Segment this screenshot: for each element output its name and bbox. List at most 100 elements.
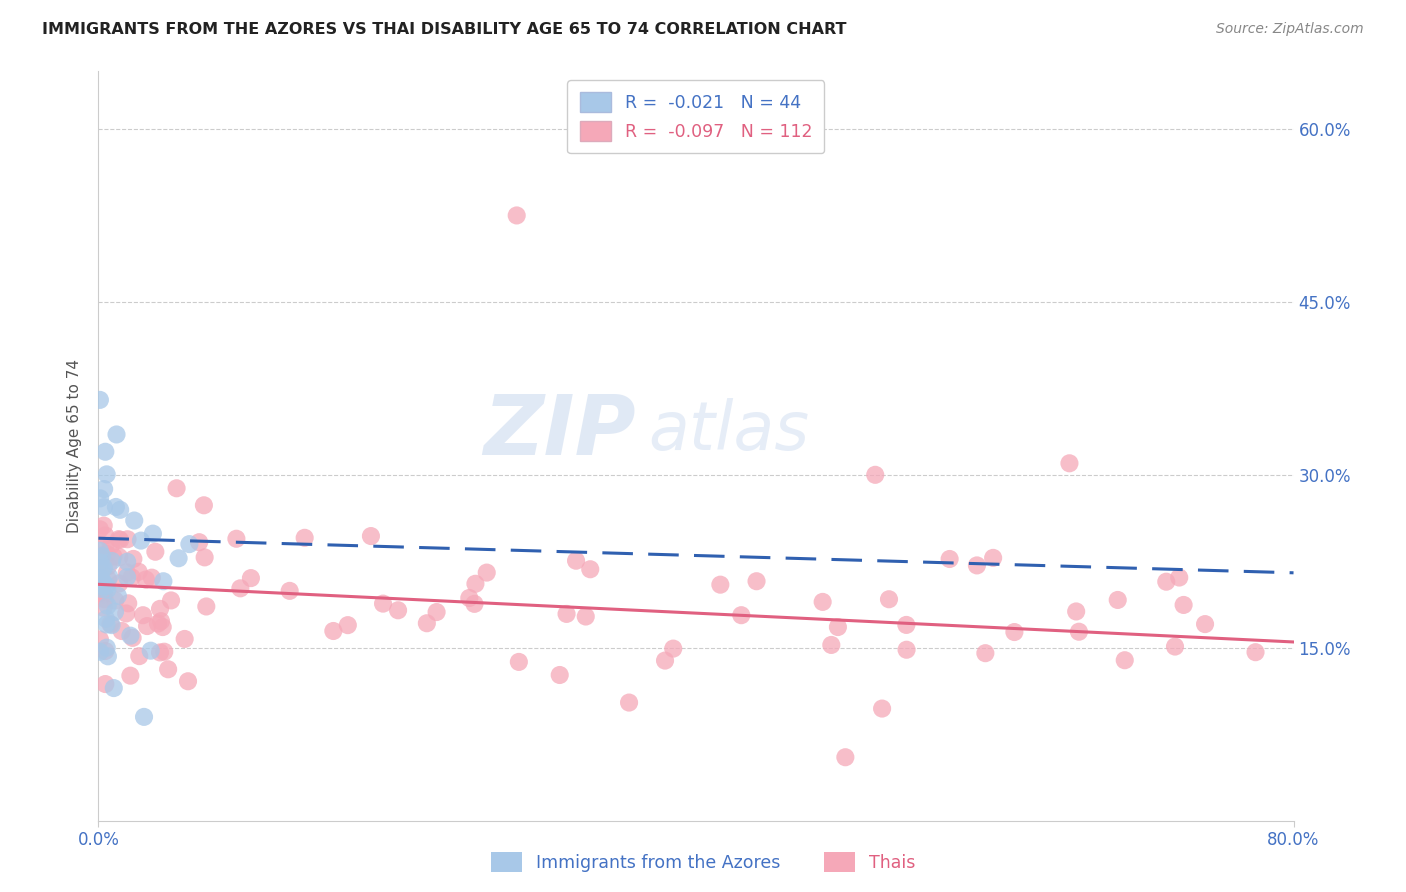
- Point: [108, 576, 131, 591]
- Text: Source: ZipAtlas.com: Source: ZipAtlas.com: [1216, 22, 1364, 37]
- Point: [555, 607, 578, 621]
- Point: [896, 642, 918, 657]
- Point: [89, 522, 111, 536]
- Text: ZIP: ZIP: [484, 391, 637, 472]
- Text: atlas: atlas: [648, 398, 810, 464]
- Point: [475, 566, 498, 580]
- Point: [1067, 624, 1090, 639]
- Point: [94, 677, 117, 691]
- Point: [120, 668, 142, 682]
- Point: [103, 549, 125, 564]
- Point: [360, 529, 382, 543]
- Point: [157, 662, 180, 676]
- Point: [100, 618, 122, 632]
- Point: [166, 481, 188, 495]
- Point: [89, 491, 111, 506]
- Legend: R =  -0.021   N = 44, R =  -0.097   N = 112: R = -0.021 N = 44, R = -0.097 N = 112: [568, 80, 824, 153]
- Point: [90, 549, 112, 563]
- Point: [94, 528, 117, 542]
- Point: [506, 209, 529, 223]
- Point: [96, 640, 118, 655]
- Point: [579, 562, 602, 576]
- Point: [115, 570, 138, 584]
- Point: [108, 550, 131, 565]
- Point: [89, 586, 111, 600]
- Point: [132, 608, 155, 623]
- Point: [565, 554, 588, 568]
- Point: [865, 467, 887, 482]
- Point: [464, 576, 486, 591]
- Point: [98, 570, 121, 584]
- Y-axis label: Disability Age 65 to 74: Disability Age 65 to 74: [67, 359, 83, 533]
- Point: [101, 554, 124, 568]
- Point: [834, 750, 856, 764]
- Point: [149, 645, 172, 659]
- Point: [1114, 653, 1136, 667]
- Point: [193, 498, 215, 512]
- Point: [91, 561, 114, 575]
- Point: [89, 632, 111, 647]
- Point: [896, 618, 918, 632]
- Point: [188, 535, 211, 549]
- Point: [89, 645, 111, 659]
- Point: [94, 579, 117, 593]
- Point: [336, 618, 359, 632]
- Point: [981, 550, 1004, 565]
- Point: [89, 563, 111, 577]
- Point: [108, 503, 131, 517]
- Point: [966, 558, 988, 573]
- Point: [1244, 645, 1267, 659]
- Point: [654, 654, 676, 668]
- Point: [135, 573, 157, 587]
- Point: [91, 549, 114, 563]
- Point: [111, 624, 134, 638]
- Point: [938, 552, 960, 566]
- Point: [115, 566, 138, 580]
- Point: [142, 526, 165, 541]
- Point: [121, 570, 143, 584]
- Point: [1194, 617, 1216, 632]
- Point: [89, 556, 111, 570]
- Point: [1059, 456, 1081, 470]
- Point: [97, 572, 120, 586]
- Point: [104, 500, 127, 514]
- Point: [105, 427, 128, 442]
- Point: [225, 532, 247, 546]
- Point: [548, 668, 571, 682]
- Point: [150, 614, 173, 628]
- Point: [877, 592, 900, 607]
- Point: [129, 533, 152, 548]
- Point: [1064, 604, 1087, 618]
- Point: [463, 597, 485, 611]
- Point: [167, 551, 190, 566]
- Point: [120, 629, 142, 643]
- Point: [94, 540, 117, 554]
- Point: [97, 559, 120, 574]
- Point: [93, 561, 115, 575]
- Point: [93, 500, 115, 515]
- Point: [143, 545, 166, 559]
- Point: [416, 616, 439, 631]
- Point: [94, 444, 117, 458]
- Point: [820, 638, 842, 652]
- Point: [239, 571, 262, 585]
- Point: [179, 537, 201, 551]
- Point: [100, 539, 122, 553]
- Point: [96, 467, 118, 482]
- Point: [97, 599, 120, 613]
- Point: [146, 616, 169, 631]
- Point: [1154, 574, 1177, 589]
- Point: [387, 603, 409, 617]
- Point: [93, 587, 115, 601]
- Point: [173, 632, 195, 646]
- Point: [1002, 625, 1025, 640]
- Point: [108, 533, 131, 547]
- Point: [139, 643, 162, 657]
- Point: [194, 550, 217, 565]
- Point: [122, 514, 145, 528]
- Point: [96, 578, 118, 592]
- Point: [149, 602, 172, 616]
- Point: [745, 574, 768, 589]
- Point: [96, 582, 118, 597]
- Point: [103, 681, 125, 695]
